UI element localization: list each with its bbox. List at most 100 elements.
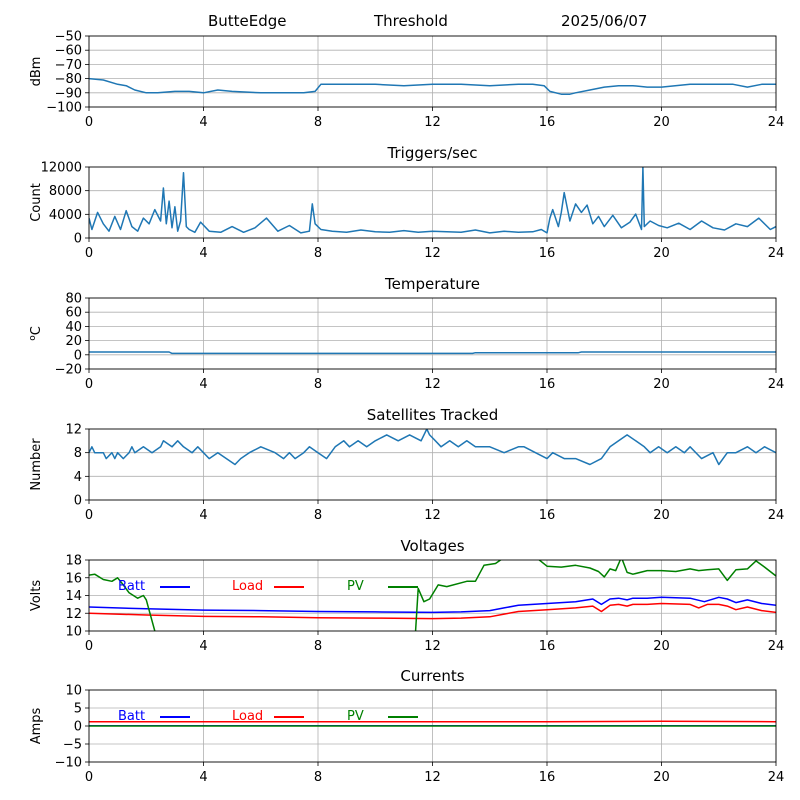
x-tick-label: 0	[85, 115, 93, 130]
panel-triggers-sec: 0 4 8 12 16 20 24 0 4000 8000 12000 Triggers/sec Cou…	[29, 144, 784, 261]
mode-label: Threshold	[374, 12, 448, 30]
y-tick-label: −20	[55, 363, 82, 378]
panel-title: Satellites Tracked	[367, 406, 498, 424]
panel-satellites-tracked: 0 4 8 12 16 20 24 0 4 8 12 Satellites Tracked Number	[29, 406, 784, 523]
y-tick-label: 5	[74, 702, 82, 717]
x-tick-label: 20	[653, 115, 670, 130]
y-tick-label: 20	[65, 334, 82, 349]
x-tick-label: 4	[199, 246, 207, 261]
y-tick-label: 8	[74, 446, 82, 461]
y-tick-label: 80	[65, 292, 82, 307]
x-tick-label: 0	[85, 508, 93, 523]
series-line-load	[89, 602, 776, 620]
y-tick-label: −50	[55, 30, 82, 45]
x-tick-label: 24	[768, 246, 785, 261]
panel-voltages: 0 4 8 12 16 20 24 10 12 14 16 18 Voltages Volts Batt Lo…	[29, 537, 784, 654]
y-tick-label: 12	[65, 607, 82, 622]
x-tick-label: 20	[653, 508, 670, 523]
y-tick-label: 4000	[49, 208, 82, 223]
y-tick-label: 60	[65, 306, 82, 321]
series-line	[89, 167, 776, 234]
legend-label-pv: PV	[347, 709, 364, 724]
station-name: ButteEdge	[208, 12, 287, 30]
x-tick-label: 12	[424, 639, 441, 654]
x-tick-label: 24	[768, 377, 785, 392]
x-tick-label: 8	[314, 770, 322, 785]
x-tick-label: 24	[768, 115, 785, 130]
x-tick-label: 24	[768, 770, 785, 785]
x-tick-label: 0	[85, 770, 93, 785]
legend-label-load: Load	[232, 579, 263, 594]
y-tick-label: −10	[55, 756, 82, 771]
y-axis-label: dBm	[29, 57, 44, 87]
y-tick-label: −5	[63, 738, 82, 753]
y-axis-label: Count	[29, 183, 44, 222]
y-tick-label: 4	[74, 470, 82, 485]
x-tick-label: 12	[424, 115, 441, 130]
series-line	[89, 77, 776, 95]
series-line-batt	[89, 596, 776, 614]
x-tick-label: 4	[199, 639, 207, 654]
y-tick-label: −100	[46, 101, 82, 116]
x-tick-label: 12	[424, 377, 441, 392]
y-tick-label: 40	[65, 320, 82, 335]
y-tick-label: 0	[74, 494, 82, 509]
panel-title: Triggers/sec	[387, 144, 478, 162]
y-axis-label: Amps	[29, 707, 44, 744]
y-tick-label: −90	[55, 86, 82, 101]
x-tick-label: 12	[424, 508, 441, 523]
panel-title: Temperature	[384, 275, 480, 293]
y-tick-label: −70	[55, 58, 82, 73]
x-tick-label: 4	[199, 770, 207, 785]
y-tick-label: 12	[65, 423, 82, 438]
x-tick-label: 8	[314, 508, 322, 523]
x-tick-label: 0	[85, 377, 93, 392]
legend-label-batt: Batt	[118, 709, 145, 724]
y-tick-label: 16	[65, 571, 82, 586]
panel-currents: 0 4 8 12 16 20 24 −10 −5 0 5 10 Currents Amps Batt Load…	[29, 667, 784, 785]
x-tick-label: 20	[653, 377, 670, 392]
panel-rssi: 0 4 8 12 16 20 24 −100−90−80−70−60−50 dBm	[29, 30, 784, 131]
series-line	[89, 429, 776, 466]
x-tick-label: 8	[314, 639, 322, 654]
panel-title: Currents	[400, 667, 464, 685]
y-axis-label: oC	[28, 326, 44, 341]
y-tick-label: 10	[65, 684, 82, 699]
legend-label-pv: PV	[347, 579, 364, 594]
x-tick-label: 16	[539, 246, 556, 261]
x-tick-label: 20	[653, 639, 670, 654]
y-tick-label: 0	[74, 232, 82, 247]
x-tick-label: 20	[653, 246, 670, 261]
y-tick-label: −80	[55, 72, 82, 87]
x-tick-label: 16	[539, 377, 556, 392]
y-axis-label: Volts	[29, 580, 44, 612]
legend-label-batt: Batt	[118, 579, 145, 594]
y-tick-label: 8000	[49, 184, 82, 199]
x-tick-label: 8	[314, 377, 322, 392]
y-tick-label: 10	[65, 625, 82, 640]
x-tick-label: 24	[768, 508, 785, 523]
x-tick-label: 0	[85, 639, 93, 654]
x-tick-label: 16	[539, 639, 556, 654]
y-tick-label: 0	[74, 348, 82, 363]
x-tick-label: 20	[653, 770, 670, 785]
y-tick-label: −60	[55, 44, 82, 59]
y-tick-label: 14	[65, 589, 82, 604]
x-tick-label: 8	[314, 246, 322, 261]
x-tick-label: 4	[199, 508, 207, 523]
y-tick-label: 0	[74, 720, 82, 735]
x-tick-label: 12	[424, 246, 441, 261]
x-tick-label: 16	[539, 770, 556, 785]
x-tick-label: 12	[424, 770, 441, 785]
panel-title: Voltages	[400, 537, 464, 555]
x-tick-label: 24	[768, 639, 785, 654]
date-label: 2025/06/07	[561, 12, 648, 30]
y-tick-label: 12000	[41, 161, 82, 176]
series-line-pv	[89, 560, 776, 631]
x-tick-label: 16	[539, 508, 556, 523]
x-tick-label: 4	[199, 377, 207, 392]
x-tick-label: 0	[85, 246, 93, 261]
